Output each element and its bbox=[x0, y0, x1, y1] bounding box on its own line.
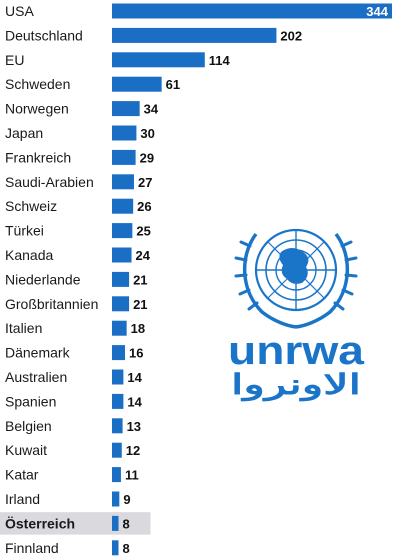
bar-saudi-arabien bbox=[112, 174, 134, 190]
bar-dänemark bbox=[112, 345, 126, 361]
un-emblem-icon bbox=[234, 228, 358, 329]
value-label-frankreich: 29 bbox=[140, 150, 154, 165]
value-label-österreich: 8 bbox=[123, 516, 130, 531]
category-label-dänemark: Dänemark bbox=[5, 345, 71, 361]
category-label-eu: EU bbox=[5, 52, 24, 68]
category-label-schweiz: Schweiz bbox=[5, 198, 57, 214]
bar-großbritannien bbox=[112, 296, 130, 312]
bar-schweden bbox=[112, 76, 162, 92]
category-label-großbritannien: Großbritannien bbox=[5, 296, 98, 312]
value-label-schweden: 61 bbox=[166, 77, 180, 92]
value-label-katar: 11 bbox=[125, 468, 139, 483]
value-label-dänemark: 16 bbox=[129, 346, 143, 361]
category-label-österreich: Österreich bbox=[5, 515, 75, 531]
category-label-saudi-arabien: Saudi-Arabien bbox=[5, 174, 94, 190]
category-label-finnland: Finnland bbox=[5, 540, 59, 556]
bar-finnland bbox=[112, 540, 119, 556]
unrwa-wordmark: unrwa bbox=[228, 329, 365, 373]
unrwa-arabic-wordmark: الاونروا bbox=[231, 369, 361, 402]
value-label-kuwait: 12 bbox=[126, 443, 140, 458]
bar-australien bbox=[112, 369, 124, 385]
bar-niederlande bbox=[112, 271, 130, 287]
category-label-kuwait: Kuwait bbox=[5, 442, 47, 458]
bar-italien bbox=[112, 320, 127, 336]
category-label-frankreich: Frankreich bbox=[5, 149, 71, 165]
category-label-usa: USA bbox=[5, 3, 34, 19]
category-label-spanien: Spanien bbox=[5, 393, 56, 409]
bar-japan bbox=[112, 125, 137, 141]
unrwa-logo: unrwa الاونروا bbox=[228, 228, 365, 402]
value-label-türkei: 25 bbox=[136, 224, 150, 239]
value-label-deutschland: 202 bbox=[280, 28, 302, 43]
bar-kanada bbox=[112, 247, 132, 263]
bar-frankreich bbox=[112, 149, 136, 165]
bar-eu bbox=[112, 52, 205, 68]
category-label-türkei: Türkei bbox=[5, 223, 44, 239]
bar-irland bbox=[112, 491, 120, 507]
bar-katar bbox=[112, 467, 121, 483]
bar-deutschland bbox=[112, 27, 277, 43]
bar-schweiz bbox=[112, 198, 134, 214]
value-label-norwegen: 34 bbox=[144, 102, 159, 117]
value-label-australien: 14 bbox=[127, 370, 142, 385]
category-label-belgien: Belgien bbox=[5, 418, 52, 434]
category-label-japan: Japan bbox=[5, 125, 43, 141]
bar-belgien bbox=[112, 418, 123, 434]
value-label-irland: 9 bbox=[123, 492, 130, 507]
value-label-belgien: 13 bbox=[127, 419, 141, 434]
value-label-großbritannien: 21 bbox=[133, 297, 147, 312]
value-label-niederlande: 21 bbox=[133, 272, 147, 287]
bar-usa bbox=[112, 3, 392, 19]
value-label-usa: 344 bbox=[366, 4, 388, 19]
value-label-japan: 30 bbox=[140, 126, 154, 141]
bar-türkei bbox=[112, 223, 133, 239]
category-label-niederlande: Niederlande bbox=[5, 271, 81, 287]
category-label-italien: Italien bbox=[5, 320, 42, 336]
category-label-deutschland: Deutschland bbox=[5, 27, 83, 43]
category-label-irland: Irland bbox=[5, 491, 40, 507]
value-label-kanada: 24 bbox=[136, 248, 151, 263]
bar-kuwait bbox=[112, 442, 122, 458]
value-label-eu: 114 bbox=[209, 53, 231, 68]
value-label-saudi-arabien: 27 bbox=[138, 175, 152, 190]
value-label-finnland: 8 bbox=[123, 541, 130, 556]
category-label-schweden: Schweden bbox=[5, 76, 70, 92]
bar-spanien bbox=[112, 393, 124, 409]
value-label-schweiz: 26 bbox=[137, 199, 151, 214]
bar-österreich bbox=[112, 515, 119, 531]
category-label-australien: Australien bbox=[5, 369, 67, 385]
value-label-italien: 18 bbox=[131, 321, 145, 336]
category-label-katar: Katar bbox=[5, 467, 39, 483]
category-label-norwegen: Norwegen bbox=[5, 101, 69, 117]
bar-norwegen bbox=[112, 101, 140, 117]
value-label-spanien: 14 bbox=[127, 394, 142, 409]
category-label-kanada: Kanada bbox=[5, 247, 53, 263]
